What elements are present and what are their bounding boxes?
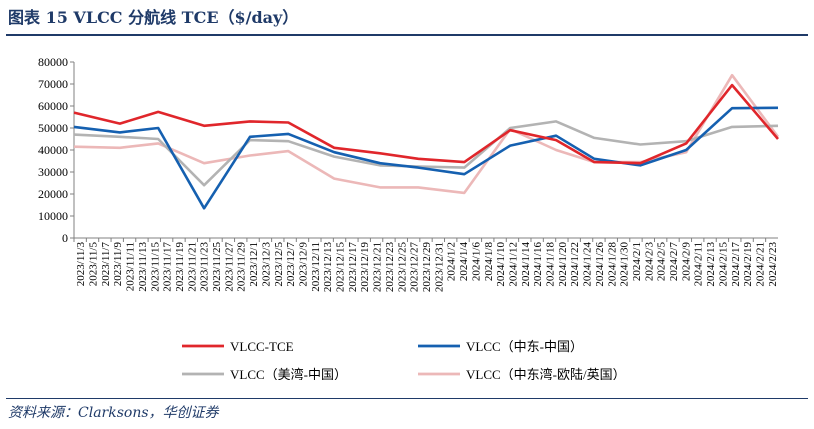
x-tick-label: 2023/11/17 [162, 242, 174, 292]
legend-label-2: VLCC（美湾-中国） [230, 367, 347, 380]
y-tick-label: 20000 [38, 187, 68, 201]
x-tick-label: 2023/11/25 [211, 242, 223, 292]
x-tick-label: 2024/2/17 [730, 242, 742, 287]
x-tick-label: 2023/11/27 [223, 242, 235, 292]
x-tick-label: 2023/12/1 [248, 242, 260, 287]
line-chart: 0 10000 20000 30000 40000 50000 60000 70000 8000… [38, 55, 780, 380]
x-tick-label: 2023/12/9 [297, 242, 309, 287]
x-tick-label: 2023/12/21 [372, 242, 384, 292]
x-tick-label: 2023/11/3 [75, 242, 87, 287]
series-line-3 [73, 73, 780, 195]
y-tick-label: 10000 [38, 209, 68, 223]
y-axis-ticks: 0 10000 20000 30000 40000 50000 60000 70000 8000… [38, 55, 74, 245]
x-tick-label: 2024/2/13 [705, 242, 717, 287]
legend-label-0: VLCC-TCE [230, 339, 294, 354]
x-tick-label: 2024/2/3 [643, 242, 655, 282]
x-tick-label: 2024/2/7 [668, 242, 680, 282]
x-tick-label: 2023/12/19 [359, 242, 371, 293]
x-tick-label: 2024/1/12 [507, 242, 519, 287]
series-line-0 [73, 83, 779, 165]
x-tick-label: 2023/12/17 [347, 242, 359, 293]
y-tick-label: 80000 [38, 55, 68, 69]
x-tick-label: 2024/1/20 [557, 242, 569, 287]
x-tick-label: 2024/1/10 [495, 242, 507, 287]
x-tick-label: 2023/11/19 [174, 242, 186, 292]
x-tick-label: 2024/2/19 [742, 242, 754, 287]
y-tick-label: 0 [62, 231, 68, 245]
chart-legend: VLCC-TCE VLCC（中东-中国） VLCC（美湾-中国） VLCC（中东湾-欧… [182, 339, 626, 380]
x-tick-label: 2024/2/9 [680, 242, 692, 282]
x-tick-label: 2023/12/11 [310, 242, 322, 292]
x-tick-label: 2023/12/15 [335, 242, 347, 293]
x-tick-label: 2024/1/16 [532, 242, 544, 287]
bottom-rule [6, 398, 808, 399]
x-tick-label: 2023/11/11 [125, 242, 137, 291]
series-line-1 [73, 106, 779, 210]
x-tick-label: 2024/1/28 [606, 242, 618, 287]
y-tick-label: 30000 [38, 165, 68, 179]
x-tick-label: 2023/12/31 [433, 242, 445, 292]
x-tick-label: 2023/11/5 [88, 242, 100, 287]
y-tick-label: 50000 [38, 121, 68, 135]
x-tick-label: 2023/11/21 [186, 242, 198, 292]
x-tick-label: 2023/11/23 [199, 242, 211, 292]
x-tick-label: 2023/11/13 [137, 242, 149, 292]
x-tick-label: 2024/1/26 [594, 242, 606, 287]
x-tick-label: 2024/1/4 [458, 242, 470, 282]
x-tick-label: 2024/2/21 [754, 242, 766, 287]
x-tick-label: 2023/12/29 [421, 242, 433, 293]
x-tick-label: 2023/12/3 [260, 242, 272, 287]
x-tick-label: 2024/1/8 [483, 242, 495, 282]
x-tick-label: 2024/2/5 [656, 242, 668, 282]
y-tick-label: 60000 [38, 99, 68, 113]
x-tick-label: 2023/12/13 [322, 242, 334, 293]
x-tick-label: 2023/11/9 [112, 242, 124, 287]
x-tick-label: 2024/1/22 [569, 242, 581, 287]
x-tick-label: 2023/12/7 [285, 242, 297, 287]
x-tick-label: 2024/2/11 [693, 242, 705, 286]
figure-title: 图表 15 VLCC 分航线 TCE（$/day） [8, 8, 299, 27]
source-note: 资料来源：Clarksons，华创证券 [8, 405, 219, 421]
x-tick-label: 2024/2/15 [717, 242, 729, 287]
x-tick-label: 2024/1/30 [619, 242, 631, 287]
y-tick-label: 70000 [38, 77, 68, 91]
x-tick-label: 2024/1/24 [582, 242, 594, 287]
x-tick-label: 2023/12/23 [384, 242, 396, 293]
x-tick-label: 2023/12/25 [396, 242, 408, 293]
x-tick-label: 2024/1/14 [520, 242, 532, 287]
x-tick-label: 2024/2/1 [631, 242, 643, 281]
x-axis-ticks: 2023/11/3 2023/11/5 2023/11/7 2023/11/9 2023… [73, 238, 779, 293]
top-rule [6, 34, 808, 36]
x-tick-label: 2024/1/18 [545, 242, 557, 287]
legend-label-3: VLCC（中东湾-欧陆/英国） [466, 367, 626, 380]
x-tick-label: 2024/1/6 [470, 242, 482, 282]
x-tick-label: 2023/12/27 [409, 242, 421, 293]
x-tick-label: 2023/12/5 [273, 242, 285, 287]
x-tick-label: 2024/2/23 [767, 242, 779, 287]
legend-label-1: VLCC（中东-中国） [466, 339, 583, 354]
x-tick-label: 2023/11/29 [236, 242, 248, 292]
x-tick-label: 2023/11/7 [100, 242, 112, 287]
x-tick-label: 2023/11/15 [149, 242, 161, 292]
x-tick-label: 2024/1/2 [446, 242, 458, 281]
y-tick-label: 40000 [38, 143, 68, 157]
series-lines [73, 73, 780, 210]
